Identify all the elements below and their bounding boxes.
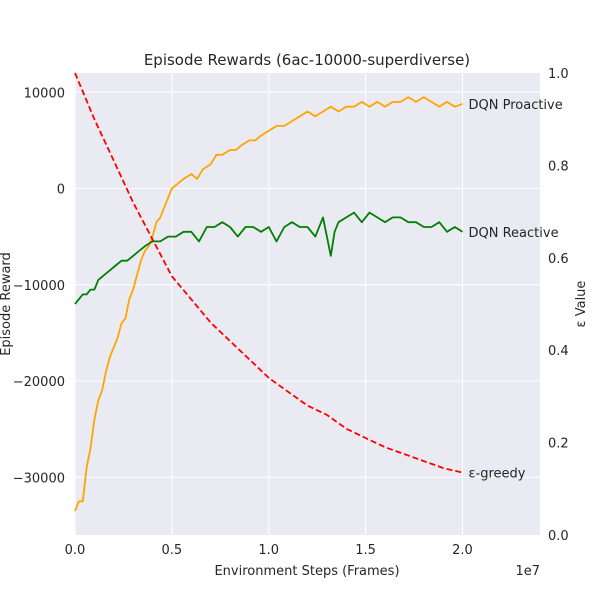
y-left-tick-labels: −30000 −20000 −10000 0 10000 [13, 86, 65, 486]
series-labels: DQN Proactive DQN Reactive ε-greedy [469, 98, 563, 482]
y-right-tick-labels: 0.0 0.2 0.4 0.6 0.8 1.0 [548, 67, 569, 544]
series-label-1: DQN Reactive [469, 226, 559, 241]
x-axis-offset-label: 1e7 [515, 564, 540, 579]
y-left-tick-label: −10000 [13, 279, 65, 294]
y-left-tick-label: −20000 [13, 375, 65, 390]
series-label-2: ε-greedy [469, 467, 526, 482]
y-left-tick-label: −30000 [13, 471, 65, 486]
y-right-tick-label: 0.0 [548, 529, 569, 544]
series-line-2 [74, 72, 463, 474]
x-axis-label: Environment Steps (Frames) [214, 564, 399, 579]
grid [74, 73, 540, 535]
y-right-tick-label: 0.6 [548, 252, 569, 267]
y-left-tick-label: 0 [57, 183, 65, 198]
y-right-tick-label: 0.8 [548, 159, 569, 174]
y-left-tick-label: 10000 [24, 86, 65, 101]
y-right-tick-label: 0.2 [548, 437, 569, 452]
y-right-tick-label: 1.0 [548, 67, 569, 82]
x-tick-label: 2.0 [452, 543, 473, 558]
x-tick-label: 0.5 [162, 543, 183, 558]
x-tick-label: 0.0 [65, 543, 86, 558]
chart-title: Episode Rewards (6ac-10000-superdiverse) [144, 51, 470, 69]
series-line-1 [74, 211, 463, 305]
x-tick-label: 1.0 [258, 543, 279, 558]
y-right-tick-label: 0.4 [548, 344, 569, 359]
x-tick-labels: 0.0 0.5 1.0 1.5 2.0 [65, 543, 473, 558]
series-layer [74, 72, 463, 512]
y-right-axis-label: ε Value [574, 281, 589, 328]
y-left-axis-label: Episode Reward [0, 252, 14, 356]
x-tick-label: 1.5 [355, 543, 376, 558]
series-line-0 [74, 96, 463, 512]
series-label-0: DQN Proactive [469, 98, 563, 113]
